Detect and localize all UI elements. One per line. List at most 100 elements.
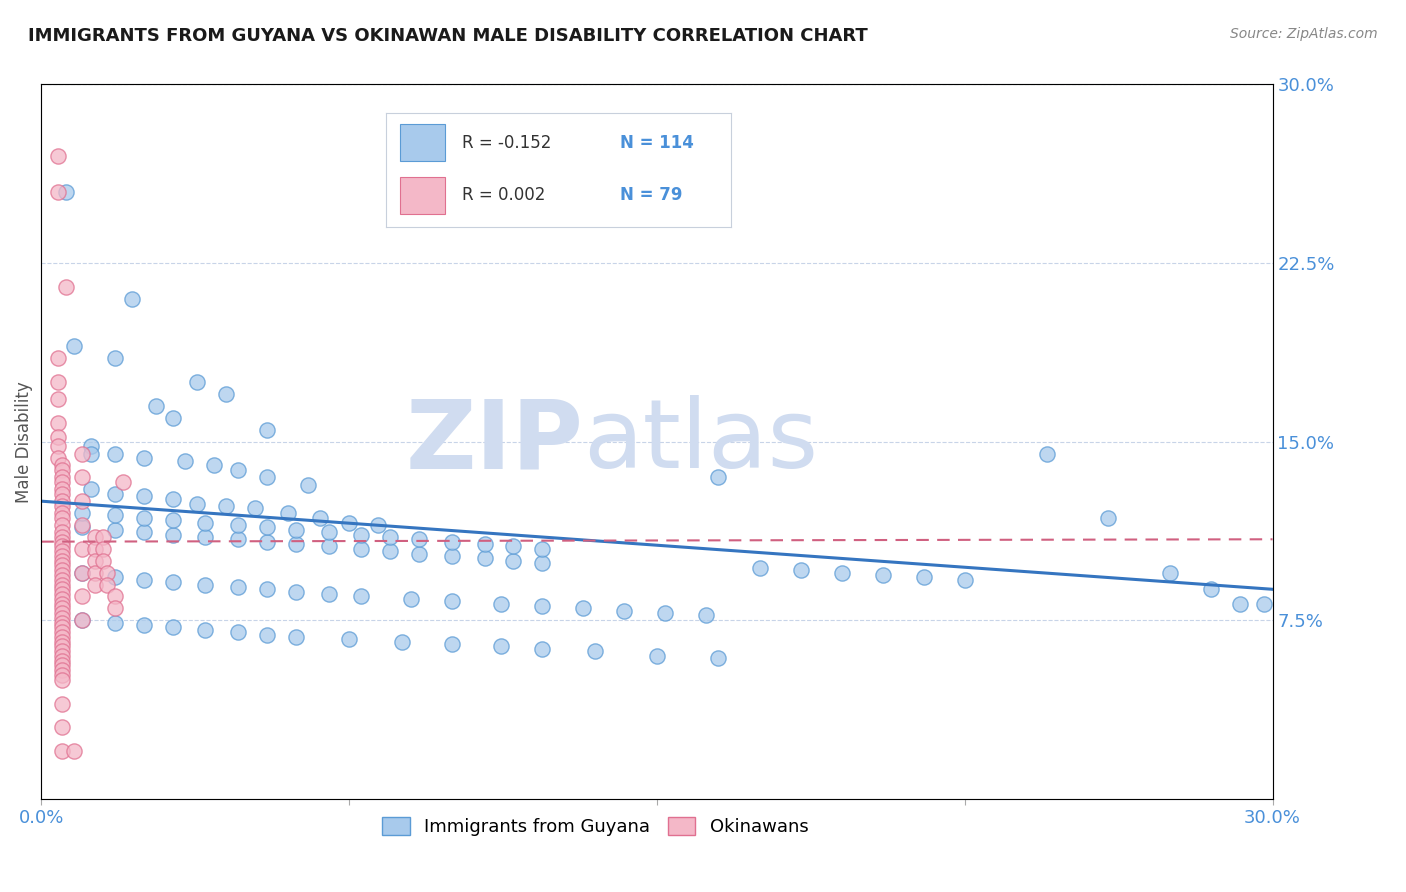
Point: [51, 573, 73, 587]
Point: [337, 516, 360, 530]
Point: [474, 551, 496, 566]
Point: [51, 654, 73, 668]
Point: [51, 615, 73, 630]
Point: [502, 540, 524, 554]
Point: [104, 351, 127, 366]
Point: [350, 527, 373, 541]
Point: [51, 463, 73, 477]
Point: [46, 451, 69, 466]
Text: IMMIGRANTS FROM GUYANA VS OKINAWAN MALE DISABILITY CORRELATION CHART: IMMIGRANTS FROM GUYANA VS OKINAWAN MALE …: [28, 27, 868, 45]
Point: [83, 577, 105, 591]
Point: [46, 185, 69, 199]
Point: [228, 580, 250, 594]
Point: [104, 615, 127, 630]
Point: [96, 577, 118, 591]
Point: [489, 597, 512, 611]
Point: [83, 566, 105, 580]
Point: [51, 487, 73, 501]
Point: [408, 533, 430, 547]
Y-axis label: Male Disability: Male Disability: [15, 381, 32, 502]
Point: [202, 458, 225, 473]
Point: [104, 446, 127, 460]
Point: [51, 658, 73, 673]
Point: [72, 506, 94, 520]
Point: [399, 591, 422, 606]
Point: [121, 292, 143, 306]
Point: [63, 744, 86, 758]
Point: [51, 630, 73, 644]
Point: [502, 554, 524, 568]
Point: [51, 506, 73, 520]
Point: [51, 544, 73, 558]
Point: [162, 527, 184, 541]
Point: [256, 423, 278, 437]
Point: [51, 673, 73, 687]
Point: [72, 566, 94, 580]
Point: [132, 618, 155, 632]
Point: [79, 439, 101, 453]
Point: [228, 533, 250, 547]
Point: [55, 185, 77, 199]
Point: [337, 632, 360, 647]
Point: [228, 518, 250, 533]
Point: [72, 518, 94, 533]
Point: [104, 523, 127, 537]
Point: [391, 634, 413, 648]
Point: [72, 613, 94, 627]
Point: [367, 518, 389, 533]
Point: [162, 620, 184, 634]
Point: [51, 597, 73, 611]
Point: [72, 566, 94, 580]
Point: [72, 541, 94, 556]
Point: [51, 563, 73, 577]
Point: [51, 530, 73, 544]
Point: [228, 625, 250, 640]
Point: [613, 604, 636, 618]
Point: [318, 525, 340, 540]
Point: [284, 523, 307, 537]
Point: [174, 453, 197, 467]
Point: [72, 470, 94, 484]
Point: [162, 491, 184, 506]
Point: [51, 518, 73, 533]
Point: [645, 648, 668, 663]
Point: [51, 558, 73, 573]
Point: [72, 613, 94, 627]
Point: [531, 556, 554, 570]
Point: [46, 351, 69, 366]
Point: [132, 511, 155, 525]
Point: [51, 668, 73, 682]
Point: [51, 475, 73, 489]
Point: [51, 554, 73, 568]
Point: [51, 640, 73, 654]
Point: [186, 497, 208, 511]
Point: [91, 530, 114, 544]
Point: [46, 439, 69, 453]
Point: [104, 590, 127, 604]
Point: [256, 470, 278, 484]
Point: [194, 623, 217, 637]
Point: [51, 720, 73, 734]
Point: [162, 410, 184, 425]
Point: [51, 582, 73, 597]
Point: [104, 570, 127, 584]
Point: [46, 149, 69, 163]
Point: [72, 590, 94, 604]
Point: [51, 534, 73, 549]
Point: [104, 487, 127, 501]
Point: [51, 601, 73, 615]
Point: [51, 577, 73, 591]
Point: [440, 549, 463, 563]
Point: [145, 399, 167, 413]
Point: [531, 541, 554, 556]
Point: [440, 594, 463, 608]
Point: [531, 599, 554, 613]
Point: [72, 446, 94, 460]
Point: [51, 634, 73, 648]
Point: [256, 534, 278, 549]
Point: [72, 520, 94, 534]
Point: [256, 627, 278, 641]
Point: [51, 483, 73, 497]
Point: [132, 451, 155, 466]
Point: [55, 280, 77, 294]
